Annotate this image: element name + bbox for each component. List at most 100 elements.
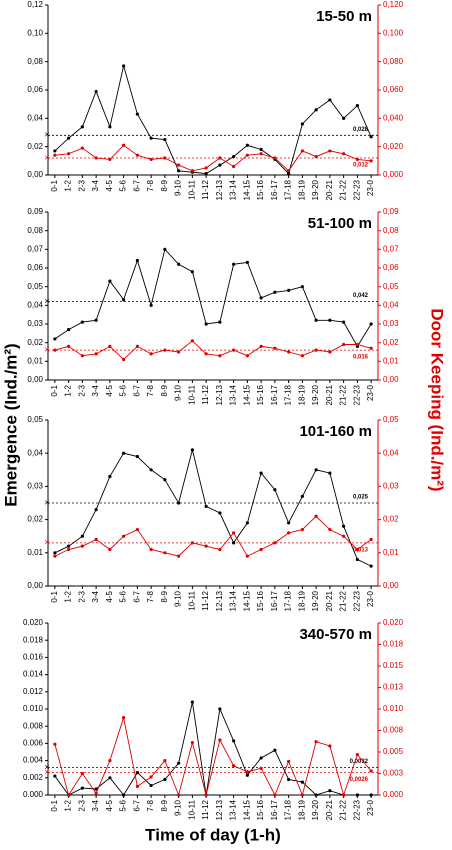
y-tick-label: 0,12 xyxy=(27,0,43,9)
y-tick-label: 0,02 xyxy=(27,515,43,524)
y2-tick-label: 0.003 xyxy=(383,769,404,778)
series-line xyxy=(54,65,372,175)
point xyxy=(163,777,167,782)
point xyxy=(328,789,332,793)
point xyxy=(232,262,236,266)
point xyxy=(204,171,208,176)
point xyxy=(108,157,112,162)
point xyxy=(259,547,263,552)
point xyxy=(328,98,332,102)
point xyxy=(135,153,139,157)
x-tick-label: 5-6 xyxy=(119,384,128,396)
mean-label: 0,042 xyxy=(353,293,369,299)
point xyxy=(314,108,318,112)
point xyxy=(369,564,373,568)
y2-tick-label: 0,09 xyxy=(383,207,399,216)
x-tick-label: 9-10 xyxy=(174,179,183,196)
x-tick-label: 16-17 xyxy=(270,384,279,405)
x-tick-label: 12-13 xyxy=(215,179,224,200)
point xyxy=(369,346,373,350)
x-tick-label: 23-0 xyxy=(366,799,375,816)
x-tick-label: 2-3 xyxy=(77,384,86,396)
point xyxy=(122,357,126,362)
point xyxy=(232,531,236,535)
point xyxy=(245,143,249,147)
point xyxy=(204,352,208,356)
x-tick-label: 9-10 xyxy=(174,384,183,401)
x-tick-label: 16-17 xyxy=(270,179,279,200)
point xyxy=(245,354,249,358)
x-tick-label: 3-4 xyxy=(91,799,100,811)
point xyxy=(259,471,263,475)
point xyxy=(245,260,249,264)
point xyxy=(149,783,153,788)
x-tick-label: 7-8 xyxy=(146,799,155,811)
y2-tick-label: 0,040 xyxy=(383,113,404,122)
x-tick-label: 10-11 xyxy=(187,590,196,610)
point xyxy=(204,793,208,797)
x-tick-label: 13-14 xyxy=(229,590,238,611)
series-line xyxy=(54,715,372,797)
y-tick-label: 0,03 xyxy=(27,319,43,328)
mean-marker: × xyxy=(44,345,49,355)
x-tick-label: 15-16 xyxy=(256,384,265,405)
y-tick-label: 0.012 xyxy=(23,687,44,696)
mean-label: 0,0032 xyxy=(350,759,369,765)
mean-label: 0,028 xyxy=(353,127,369,133)
y-tick-label: 0.006 xyxy=(23,739,44,748)
x-tick-label: 2-3 xyxy=(77,590,86,602)
point xyxy=(369,537,373,542)
x-tick-label: 18-19 xyxy=(297,384,306,405)
point xyxy=(53,551,57,555)
point xyxy=(218,163,222,167)
point xyxy=(259,766,263,770)
point xyxy=(328,527,332,532)
point xyxy=(80,320,84,324)
x-tick-label: 19-20 xyxy=(311,384,320,405)
x-tick-label: 8-9 xyxy=(160,384,169,396)
point xyxy=(67,152,71,156)
x-tick-label: 20-21 xyxy=(325,590,334,611)
point xyxy=(273,748,277,752)
point xyxy=(287,288,291,292)
point xyxy=(328,149,332,153)
point xyxy=(108,474,112,479)
x-tick-label: 0-1 xyxy=(50,799,59,811)
point xyxy=(259,152,263,156)
x-tick-label: 12-13 xyxy=(215,590,224,611)
point xyxy=(135,454,139,459)
x-tick-label: 23-0 xyxy=(366,590,375,607)
point xyxy=(287,171,291,176)
x-tick-label: 20-21 xyxy=(325,384,334,405)
point xyxy=(149,547,153,552)
point xyxy=(53,774,57,778)
point xyxy=(163,156,167,160)
y-tick-label: 0,05 xyxy=(27,415,43,424)
point xyxy=(163,551,167,555)
series-line xyxy=(54,248,372,348)
point xyxy=(273,541,277,545)
y2-tick-label: 0,020 xyxy=(383,142,404,151)
series-line xyxy=(54,144,372,172)
x-tick-label: 22-23 xyxy=(352,179,361,200)
point xyxy=(287,350,291,354)
y2-tick-label: 0,01 xyxy=(383,356,399,365)
x-tick-label: 10-11 xyxy=(187,179,196,199)
y-tick-label: 0.002 xyxy=(23,773,44,782)
point xyxy=(190,169,194,173)
point xyxy=(190,270,194,274)
y2-tick-label: 0.010 xyxy=(383,704,404,713)
y2-axis-title: Door Keeping (Ind./m²) xyxy=(428,308,447,491)
x-tick-label: 4-5 xyxy=(105,799,114,811)
point xyxy=(328,471,332,475)
y2-tick-label: 0,080 xyxy=(383,57,404,66)
point xyxy=(218,511,222,515)
x-tick-label: 9-10 xyxy=(174,799,183,816)
x-tick-label: 2-3 xyxy=(77,799,86,811)
point xyxy=(177,793,181,797)
mean-marker: × xyxy=(44,130,49,140)
point xyxy=(108,279,112,283)
y2-tick-label: 0.008 xyxy=(383,726,404,735)
point xyxy=(190,700,194,704)
point xyxy=(108,547,112,552)
